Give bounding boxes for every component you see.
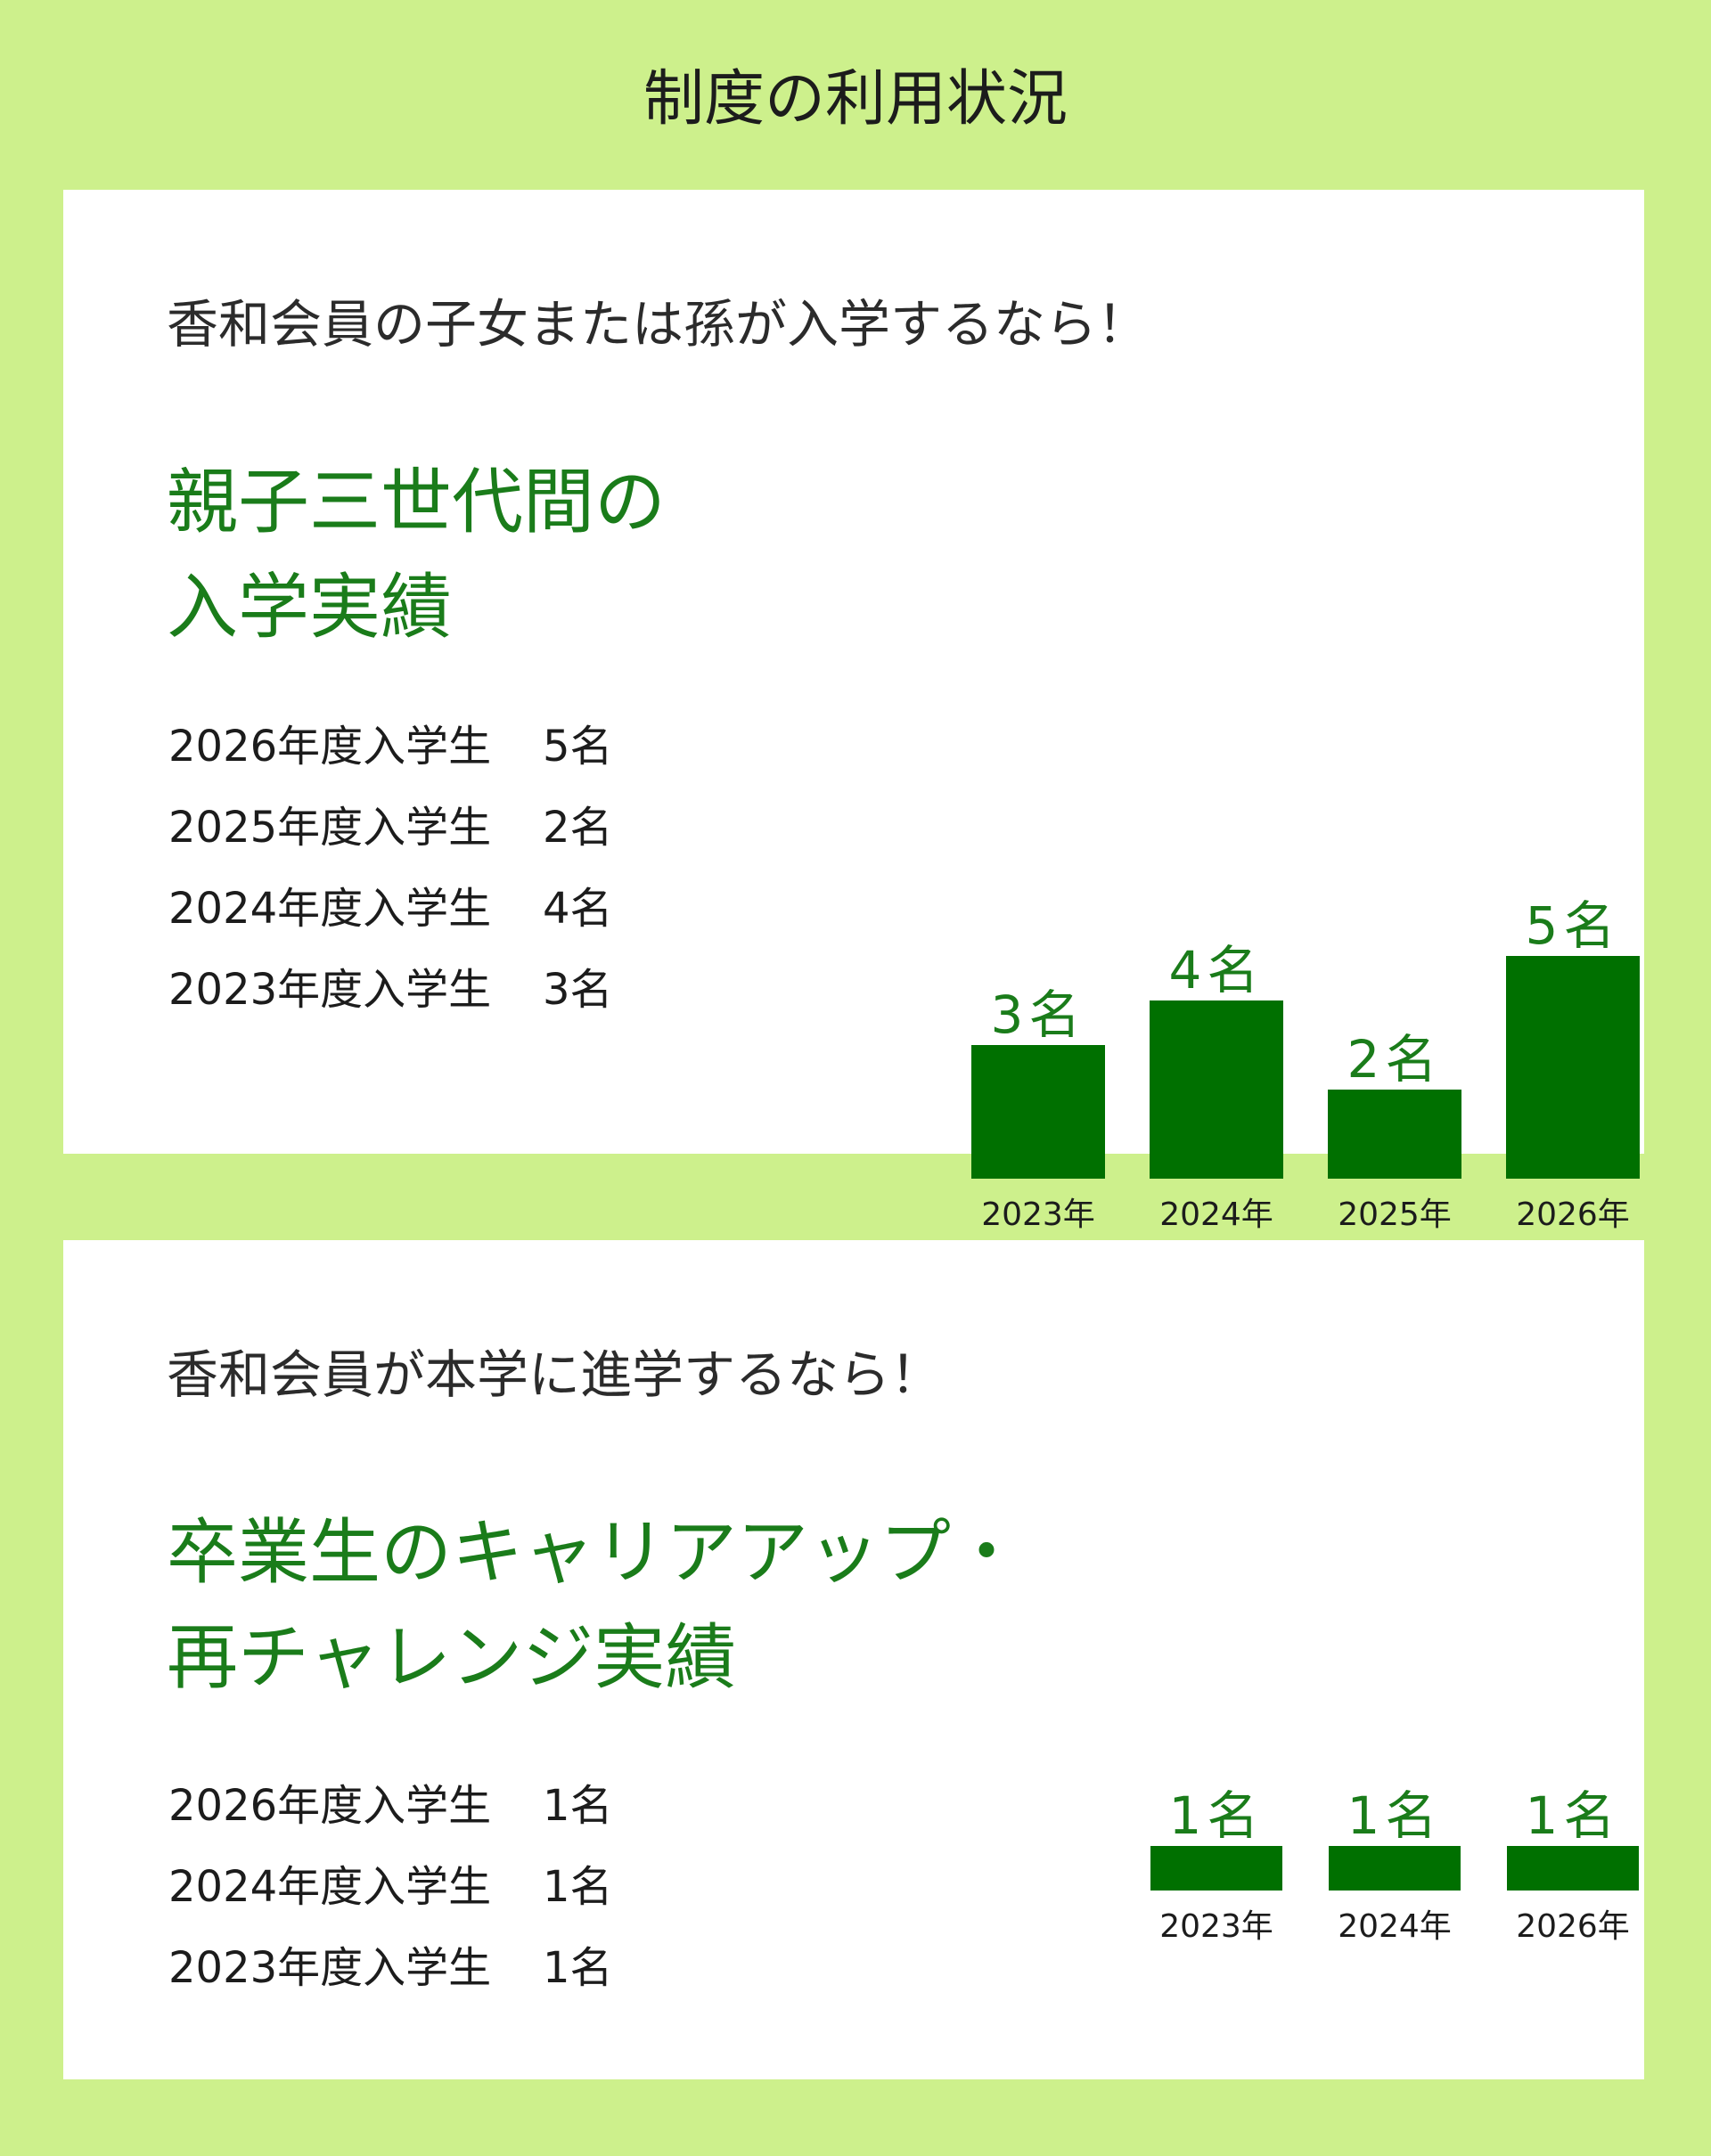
headline-line-1: 親子三世代間の — [167, 461, 666, 543]
x-tick-label: 2026年 — [1516, 1908, 1630, 1945]
stat-label: 2026年度入学生 — [168, 721, 492, 772]
x-tick-label: 2026年 — [1516, 1196, 1630, 1233]
stat-value: 1名 — [543, 1942, 613, 1993]
x-tick-label: 2023年 — [1159, 1908, 1273, 1945]
bar-chart-career-up: 1名 2023年 1名 2024年 1名 2026年 — [1075, 1785, 1654, 2060]
bar-2026年 — [1506, 956, 1640, 1179]
section-headline: 卒業生のキャリアアップ・ 再チャレンジ実績 — [167, 1500, 1022, 1711]
x-tick-label: 2024年 — [1159, 1196, 1273, 1233]
stat-value: 5名 — [543, 721, 613, 772]
bar-2026年 — [1507, 1846, 1639, 1891]
stat-label: 2024年度入学生 — [168, 883, 492, 934]
bar-chart-three-generation: 3名 2023年 4名 2024年 2名 2025年 5名 2026年 — [896, 698, 1654, 1250]
bar-2023年 — [971, 1045, 1105, 1179]
bar-chart-svg: 1名 2023年 1名 2024年 1名 2026年 — [1150, 1785, 1639, 1945]
card-career-up: 香和会員が本学に進学するなら！ 卒業生のキャリアアップ・ 再チャレンジ実績 20… — [63, 1240, 1644, 2079]
x-tick-label: 2025年 — [1338, 1196, 1452, 1233]
stat-label: 2023年度入学生 — [168, 964, 492, 1015]
stat-row: 2023年度入学生 1名 — [168, 1923, 613, 2004]
stat-value: 3名 — [543, 964, 613, 1015]
data-label: 3名 — [991, 984, 1086, 1045]
stat-row: 2026年度入学生 1名 — [168, 1760, 613, 1842]
stat-row: 2024年度入学生 4名 — [168, 863, 613, 944]
stat-row: 2023年度入学生 3名 — [168, 944, 613, 1025]
stat-value: 4名 — [543, 883, 613, 934]
stat-row: 2025年度入学生 2名 — [168, 782, 613, 863]
data-label: 1名 — [1347, 1785, 1443, 1846]
stat-label: 2024年度入学生 — [168, 1861, 492, 1912]
stat-label: 2023年度入学生 — [168, 1942, 492, 1993]
headline-line-1: 卒業生のキャリアアップ・ — [167, 1511, 1022, 1594]
bar-2025年 — [1328, 1090, 1461, 1179]
stat-row: 2026年度入学生 5名 — [168, 701, 613, 782]
bar-chart-svg: 3名 2023年 4名 2024年 2名 2025年 5名 2026年 — [971, 895, 1640, 1233]
page-title: 制度の利用状況 — [643, 64, 1068, 135]
data-label: 1名 — [1169, 1785, 1265, 1846]
stat-label: 2026年度入学生 — [168, 1780, 492, 1831]
bar-2024年 — [1150, 1000, 1283, 1179]
card-three-generation: 香和会員の子女または孫が入学するなら！ 親子三世代間の 入学実績 2026年度入… — [63, 190, 1644, 1233]
stat-label: 2025年度入学生 — [168, 802, 492, 853]
x-tick-label: 2024年 — [1338, 1908, 1452, 1945]
lead-text: 香和会員が本学に進学するなら！ — [167, 1344, 943, 1405]
x-tick-label: 2023年 — [981, 1196, 1095, 1233]
bar-2024年 — [1329, 1846, 1461, 1891]
bar-2023年 — [1150, 1846, 1282, 1891]
data-label: 5名 — [1526, 895, 1621, 956]
stats-list: 2026年度入学生 5名 2025年度入学生 2名 2024年度入学生 4名 2… — [168, 701, 613, 1025]
stat-value: 1名 — [543, 1780, 613, 1831]
stat-value: 1名 — [543, 1861, 613, 1912]
headline-line-2: 再チャレンジ実績 — [167, 1616, 737, 1699]
data-label: 1名 — [1526, 1785, 1621, 1846]
stat-row: 2024年度入学生 1名 — [168, 1842, 613, 1923]
data-label: 4名 — [1169, 940, 1265, 1000]
lead-text: 香和会員の子女または孫が入学するなら！ — [167, 294, 1150, 355]
stats-list: 2026年度入学生 1名 2024年度入学生 1名 2023年度入学生 1名 — [168, 1760, 613, 2004]
data-label: 2名 — [1347, 1029, 1443, 1090]
headline-line-2: 入学実績 — [167, 566, 452, 649]
stat-value: 2名 — [543, 802, 613, 853]
section-headline: 親子三世代間の 入学実績 — [167, 450, 666, 660]
